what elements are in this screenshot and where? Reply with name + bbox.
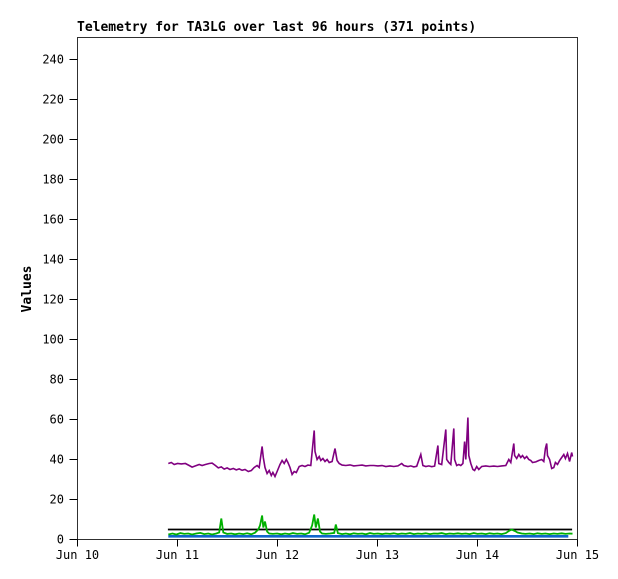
y-tick-label: 160: [42, 213, 64, 227]
x-tick-label: Jun 11: [156, 548, 199, 562]
chart-title: Telemetry for TA3LG over last 96 hours (…: [77, 20, 476, 35]
x-tick-label: Jun 10: [56, 548, 99, 562]
y-tick-label: 0: [57, 533, 64, 547]
x-tick-label: Jun 15: [556, 548, 599, 562]
y-tick-label: 80: [50, 373, 64, 387]
y-tick-label: 220: [42, 93, 64, 107]
series-line-green-channel: [168, 514, 573, 536]
series-line-purple-channel: [168, 417, 574, 479]
y-axis-ticks: 0 20 40 60 80 100 120 140 160 180 200 220 240: [42, 53, 78, 547]
y-tick-label: 240: [42, 53, 64, 67]
x-axis-ticks: Jun 10 Jun 11 Jun 12 Jun 13 Jun 14 Jun 15: [56, 539, 599, 562]
y-tick-label: 200: [42, 133, 64, 147]
x-tick-label: Jun 13: [356, 548, 399, 562]
y-tick-label: 40: [50, 453, 64, 467]
y-tick-label: 100: [42, 333, 64, 347]
data-series: [167, 417, 574, 538]
y-tick-label: 60: [50, 413, 64, 427]
x-tick-label: Jun 12: [256, 548, 299, 562]
y-tick-label: 180: [42, 173, 64, 187]
y-tick-label: 120: [42, 293, 64, 307]
y-tick-label: 140: [42, 253, 64, 267]
plot-area-border: [77, 37, 578, 540]
y-axis-label: Values: [20, 266, 35, 313]
x-tick-label: Jun 14: [456, 548, 499, 562]
y-tick-label: 20: [50, 493, 64, 507]
